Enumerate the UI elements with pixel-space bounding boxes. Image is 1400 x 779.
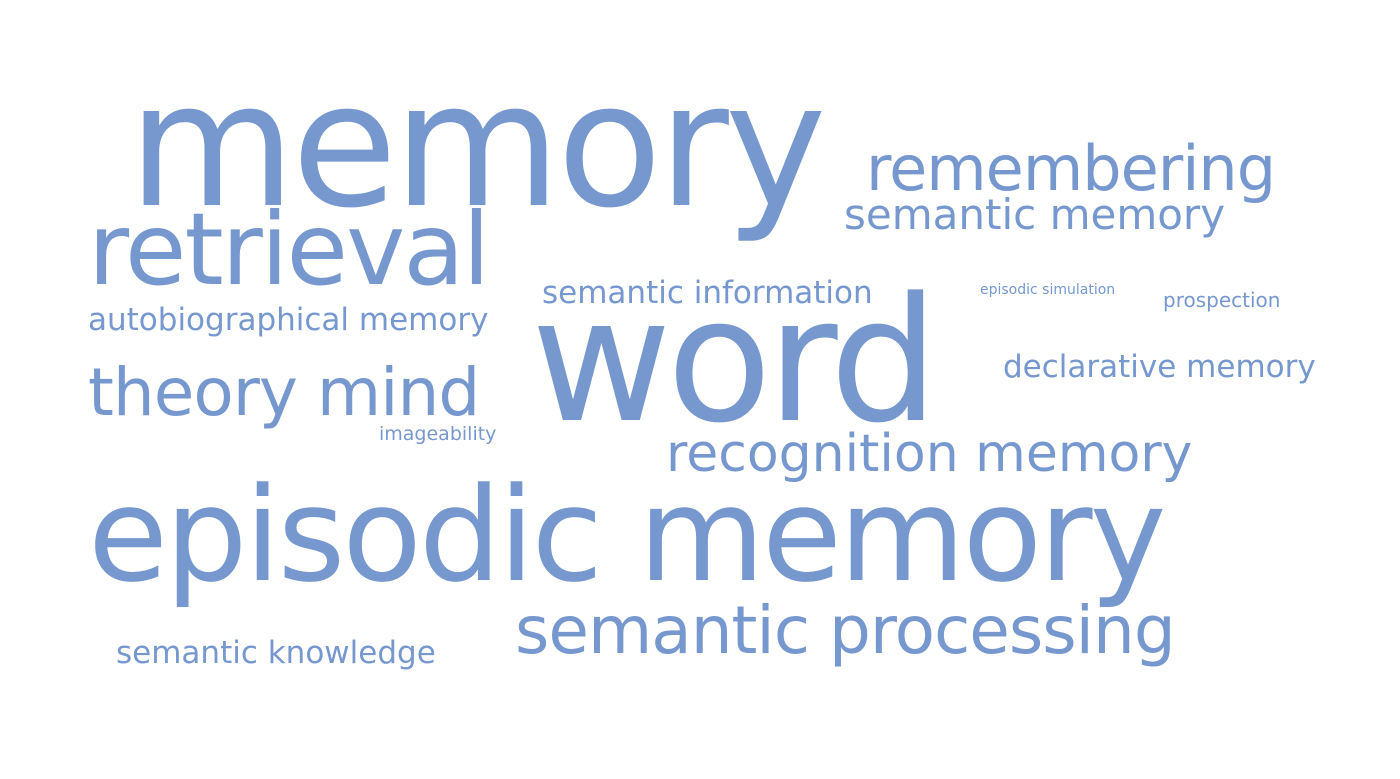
cloud-word-semantic-knowledge: semantic knowledge	[116, 635, 436, 671]
cloud-word-declarative-memory: declarative memory	[1003, 349, 1316, 385]
cloud-word-episodic-simulation: episodic simulation	[980, 282, 1116, 298]
cloud-word-recognition-memory: recognition memory	[666, 424, 1193, 484]
cloud-word-retrieval: retrieval	[88, 191, 490, 308]
cloud-word-semantic-information: semantic information	[542, 275, 873, 311]
cloud-word-remembering: remembering	[866, 132, 1276, 205]
cloud-word-prospection: prospection	[1163, 288, 1281, 312]
cloud-word-semantic-processing: semantic processing	[515, 592, 1176, 669]
cloud-word-episodic-memory: episodic memory	[88, 459, 1166, 611]
cloud-word-memory: memory	[128, 45, 827, 246]
cloud-word-word: word	[531, 260, 939, 461]
cloud-word-theory-mind: theory mind	[88, 354, 480, 431]
cloud-word-imageability: imageability	[379, 423, 497, 445]
cloud-word-autobiographical-memory: autobiographical memory	[88, 302, 489, 338]
cloud-word-semantic-memory: semantic memory	[844, 190, 1226, 239]
